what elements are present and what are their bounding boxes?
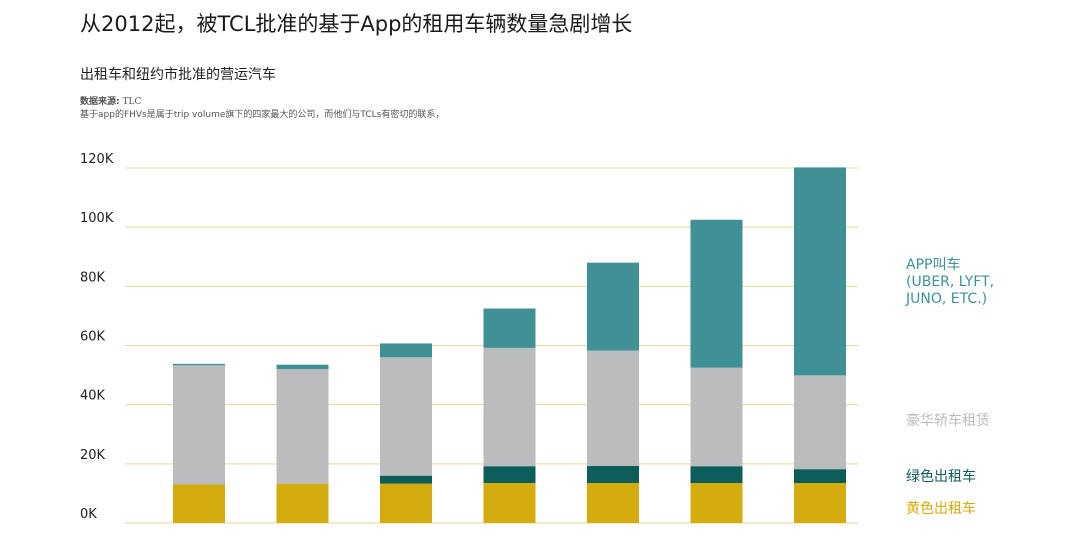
y-tick-label: 40K — [80, 389, 106, 404]
legend-luxury: 豪华轿车租赁 — [906, 413, 990, 429]
bar-segment-yellow-taxi — [690, 483, 743, 523]
y-tick-label: 120K — [80, 152, 114, 167]
bar-segment-luxury — [690, 367, 743, 467]
bar-segment-yellow-taxi — [276, 483, 329, 523]
bar-segment-app — [483, 308, 536, 348]
y-tick-label: 20K — [80, 448, 106, 463]
bar-segment-green-taxi — [380, 475, 432, 484]
y-tick-label: 100K — [80, 211, 114, 226]
legend-app-line-1: APP叫车 — [906, 257, 961, 273]
legend-app-line-3: JUNO, ETC.) — [906, 291, 988, 307]
legend-app: APP叫车 (UBER, LYFT, JUNO, ETC.) — [906, 257, 994, 308]
bar-segment-green-taxi — [794, 469, 846, 484]
bar-segment-app — [794, 167, 846, 376]
bar-segment-luxury — [276, 369, 329, 484]
y-tick-label: 60K — [80, 330, 106, 345]
source-label: 数据来源: — [80, 97, 120, 107]
bar-segment-luxury — [794, 375, 846, 470]
bar-segment-app — [380, 343, 432, 358]
bar-segment-yellow-taxi — [794, 483, 846, 523]
legend-yellow-taxi: 黄色出租车 — [906, 501, 976, 517]
bar-segment-app — [276, 364, 329, 370]
bar-segment-luxury — [483, 347, 536, 467]
source-value: TLC — [122, 97, 142, 107]
bar-segment-app — [173, 363, 225, 366]
y-tick-label: 0K — [80, 507, 97, 522]
bar-segment-luxury — [380, 357, 432, 476]
bar-segment-luxury — [587, 350, 639, 466]
bar-segment-green-taxi — [690, 466, 743, 484]
data-source: 数据来源: TLC — [80, 94, 141, 107]
bar-segment-yellow-taxi — [483, 483, 536, 523]
bar-segment-app — [690, 219, 743, 368]
bar-segment-yellow-taxi — [380, 483, 432, 523]
bar-segment-app — [587, 262, 639, 351]
chart-subtitle: 出租车和纽约市批准的营运汽车 — [80, 67, 276, 83]
legend-app-line-2: (UBER, LYFT, — [906, 274, 995, 290]
legend-green-taxi: 绿色出租车 — [906, 469, 976, 485]
bar-segment-luxury — [173, 365, 225, 485]
bar-segment-yellow-taxi — [173, 484, 225, 523]
bar-segment-green-taxi — [483, 466, 536, 484]
y-tick-label: 80K — [80, 270, 106, 285]
chart-title: 从2012起，被TCL批准的基于App的租用车辆数量急剧增长 — [80, 12, 633, 36]
bar-segment-green-taxi — [587, 465, 639, 484]
data-note: 基于app的FHVs是属于trip volume旗下的四家最大的公司，而他们与T… — [80, 110, 445, 120]
bar-segment-yellow-taxi — [587, 483, 639, 523]
